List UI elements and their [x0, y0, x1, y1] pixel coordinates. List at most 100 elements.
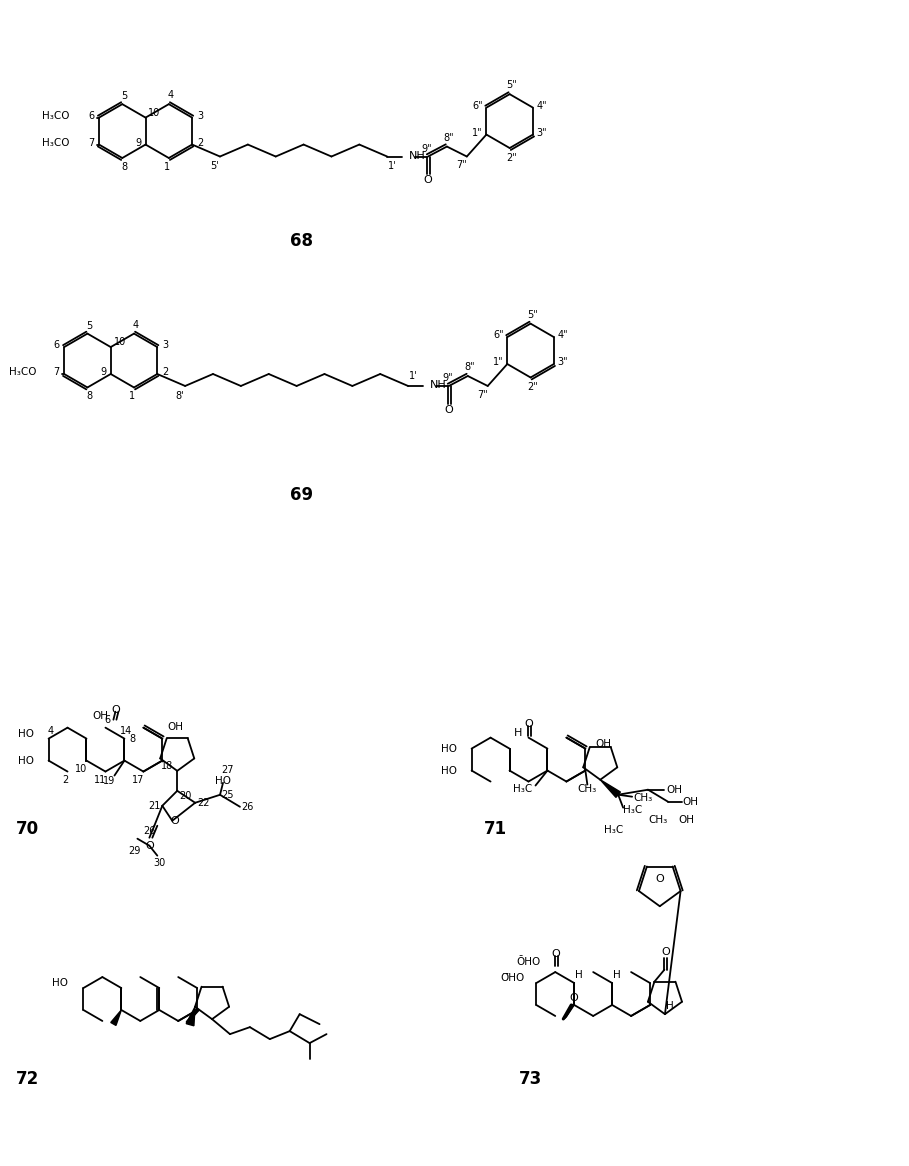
Text: O: O — [171, 816, 180, 826]
Text: H₃CO: H₃CO — [9, 367, 36, 377]
Text: 1': 1' — [409, 371, 417, 381]
Text: 21: 21 — [148, 801, 161, 810]
Text: HO: HO — [215, 775, 231, 786]
Text: 8": 8" — [444, 133, 454, 142]
Text: 5": 5" — [527, 310, 538, 319]
Text: HO: HO — [53, 978, 68, 988]
Text: H₃CO: H₃CO — [42, 138, 69, 148]
Text: 4: 4 — [47, 725, 54, 736]
Text: O: O — [551, 949, 560, 960]
Text: O: O — [145, 841, 154, 851]
Text: 69: 69 — [290, 486, 313, 504]
Text: 14: 14 — [120, 725, 133, 736]
Text: H: H — [514, 728, 523, 738]
Text: H: H — [666, 1002, 674, 1011]
Text: NH: NH — [409, 150, 425, 161]
Text: 9": 9" — [443, 373, 454, 382]
Text: 4: 4 — [168, 90, 174, 100]
Text: H: H — [614, 970, 621, 981]
Text: 8: 8 — [129, 733, 135, 744]
Polygon shape — [186, 1006, 195, 1026]
Text: O̅HO: O̅HO — [500, 974, 524, 983]
Text: 1: 1 — [164, 162, 170, 173]
Text: O: O — [111, 704, 120, 715]
Text: 27: 27 — [222, 765, 235, 775]
Text: 10: 10 — [75, 764, 87, 773]
Text: OH: OH — [93, 711, 108, 721]
Text: HO: HO — [441, 766, 456, 775]
Text: 8: 8 — [86, 392, 93, 401]
Text: 2: 2 — [197, 138, 204, 148]
Text: NH: NH — [430, 380, 446, 389]
Text: 26: 26 — [242, 802, 255, 812]
Text: 9: 9 — [101, 367, 107, 377]
Text: 2": 2" — [527, 382, 538, 393]
Text: 4": 4" — [557, 330, 568, 340]
Text: 3": 3" — [557, 357, 568, 367]
Text: 1": 1" — [493, 357, 504, 367]
Text: 5: 5 — [86, 321, 93, 331]
Text: 26: 26 — [144, 826, 155, 836]
Text: 68: 68 — [290, 232, 313, 250]
Text: 4": 4" — [536, 100, 547, 111]
Text: 7: 7 — [53, 367, 59, 377]
Text: H: H — [575, 970, 583, 981]
Text: 72: 72 — [16, 1070, 39, 1088]
Text: 6": 6" — [472, 100, 483, 111]
Text: 8': 8' — [175, 391, 185, 401]
Text: 9": 9" — [422, 143, 433, 154]
Text: 6: 6 — [53, 340, 59, 350]
Text: 2: 2 — [162, 367, 168, 377]
Text: 10: 10 — [148, 107, 161, 118]
Text: 5": 5" — [506, 80, 517, 90]
Text: 1": 1" — [472, 127, 483, 138]
Text: OH: OH — [683, 796, 699, 807]
Text: CH₃: CH₃ — [633, 793, 653, 802]
Text: 71: 71 — [484, 821, 507, 838]
Text: 4: 4 — [133, 319, 139, 330]
Text: 20: 20 — [179, 791, 192, 801]
Text: 19: 19 — [104, 775, 115, 786]
Text: 5: 5 — [121, 91, 127, 101]
Text: HO: HO — [17, 729, 34, 738]
Text: OH: OH — [666, 785, 682, 795]
Text: 6: 6 — [88, 111, 95, 120]
Text: 2": 2" — [506, 153, 517, 163]
Text: 29: 29 — [128, 845, 141, 856]
Text: OH: OH — [678, 815, 694, 824]
Text: 7: 7 — [88, 138, 95, 148]
Text: 73: 73 — [519, 1070, 542, 1088]
Text: 70: 70 — [16, 821, 39, 838]
Text: H₃CO: H₃CO — [42, 111, 69, 120]
Text: O: O — [661, 947, 670, 957]
Text: 18: 18 — [161, 760, 174, 771]
Text: ŌHO: ŌHO — [516, 957, 540, 967]
Text: CH₃: CH₃ — [648, 815, 667, 824]
Text: 5': 5' — [211, 162, 219, 171]
Text: O: O — [524, 718, 533, 729]
Polygon shape — [600, 780, 621, 798]
Text: 17: 17 — [132, 774, 145, 785]
Text: HO: HO — [441, 744, 456, 753]
Text: O: O — [445, 405, 454, 415]
Text: H₃C: H₃C — [624, 805, 643, 815]
Polygon shape — [111, 1010, 121, 1025]
Text: O: O — [424, 175, 433, 185]
Text: 1: 1 — [129, 392, 135, 401]
Text: O: O — [655, 874, 664, 884]
Text: 7": 7" — [456, 161, 467, 170]
Text: 7": 7" — [477, 389, 488, 400]
Text: 6: 6 — [105, 715, 111, 725]
Text: 6": 6" — [493, 330, 504, 340]
Text: OH: OH — [167, 722, 184, 731]
Text: 10: 10 — [114, 337, 125, 347]
Text: CH₃: CH₃ — [578, 784, 597, 794]
Text: OH: OH — [595, 738, 612, 749]
Text: 9: 9 — [135, 138, 142, 148]
Text: 8: 8 — [121, 162, 127, 173]
Text: 3: 3 — [162, 340, 168, 350]
Text: O: O — [570, 993, 579, 1003]
Text: 3": 3" — [536, 127, 547, 138]
Text: 1': 1' — [388, 162, 396, 171]
Text: H₃C: H₃C — [604, 824, 624, 835]
